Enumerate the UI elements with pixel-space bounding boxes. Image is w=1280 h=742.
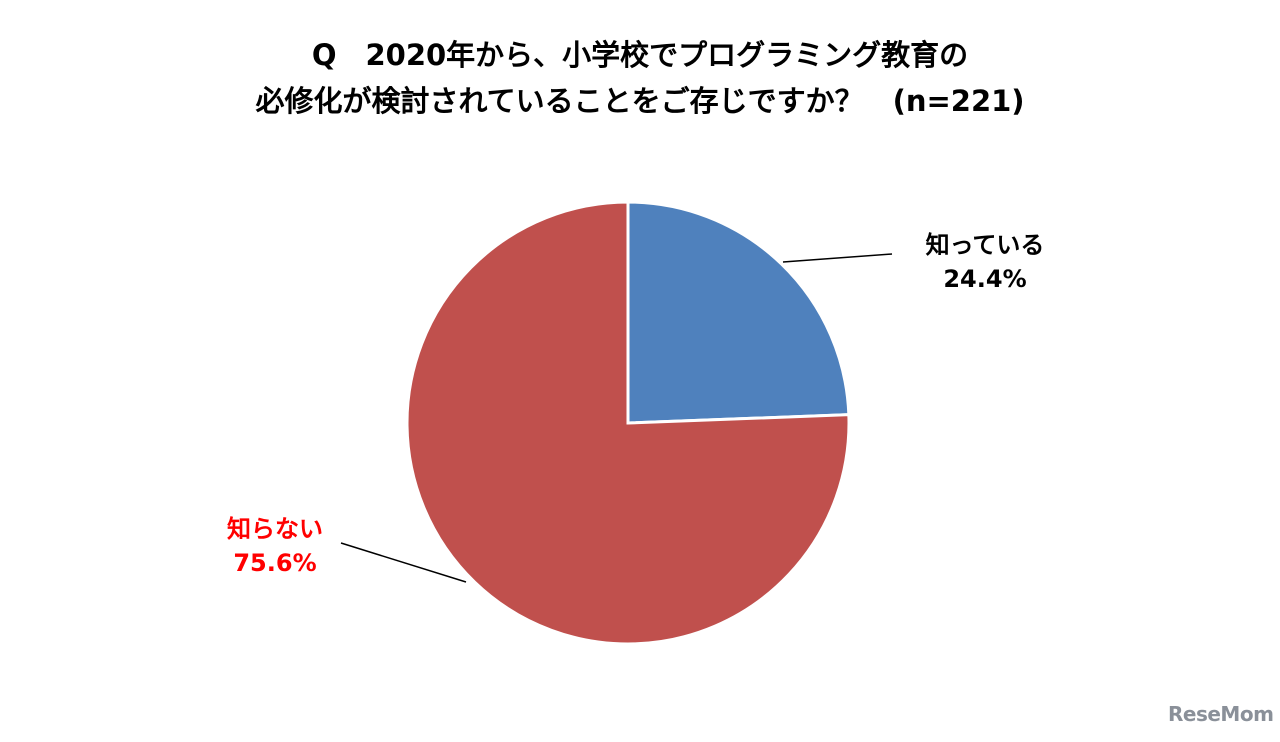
leader-line-unknown bbox=[340, 542, 467, 583]
pie-slice-known bbox=[626, 200, 851, 425]
data-label-unknown-value: 75.6% bbox=[233, 549, 317, 577]
data-label-unknown-name: 知らない bbox=[227, 515, 323, 543]
chart-title-line-1: Q 2020年から、小学校でプログラミング教育の bbox=[311, 38, 969, 72]
pie-slices bbox=[405, 200, 851, 646]
chart-title-line-2: 必修化が検討されていることをご存じですか？ (n=221) bbox=[255, 84, 1025, 118]
data-label-unknown: 知らない 75.6% bbox=[200, 512, 350, 580]
pie-slice-unknown bbox=[405, 200, 851, 646]
data-label-known-name: 知っている bbox=[925, 231, 1045, 259]
chart-title: Q 2020年から、小学校でプログラミング教育の 必修化が検討されていることをご… bbox=[0, 32, 1280, 124]
resemom-logo: ReseMom bbox=[1168, 702, 1274, 726]
data-label-known: 知っている 24.4% bbox=[895, 228, 1075, 296]
leader-line-known bbox=[782, 253, 893, 263]
data-label-known-value: 24.4% bbox=[943, 265, 1027, 293]
